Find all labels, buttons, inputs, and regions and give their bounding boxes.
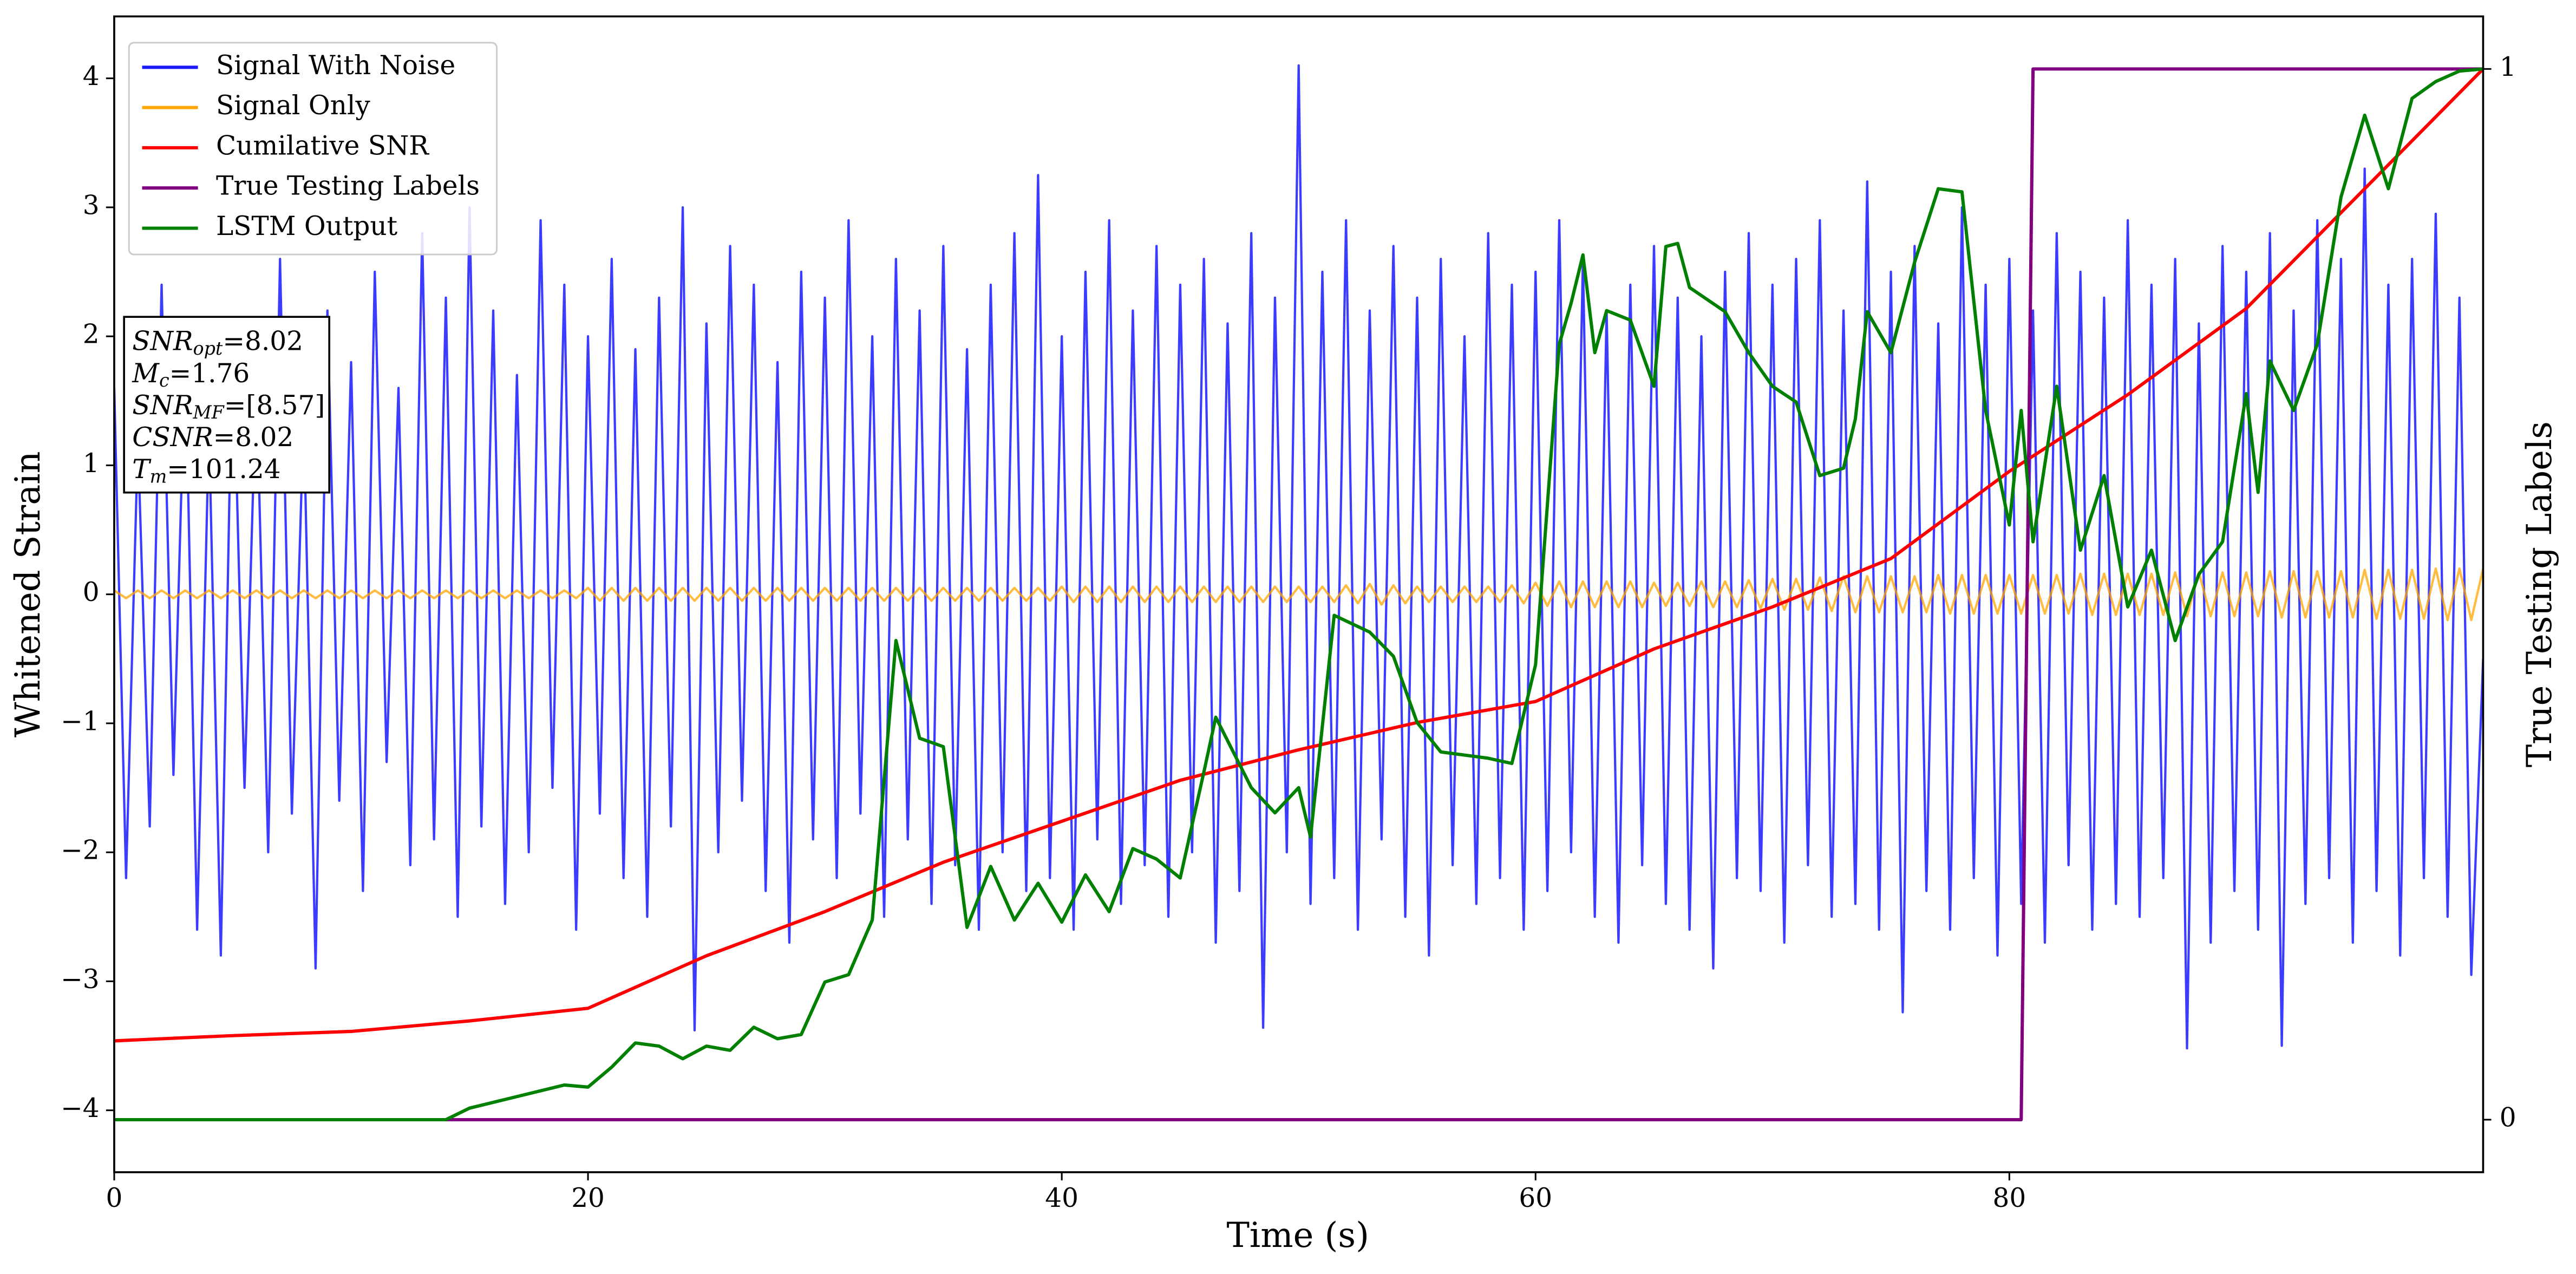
x-tick-label: 0: [106, 1183, 123, 1213]
x-tick-label: 60: [1519, 1183, 1552, 1213]
annotation-sub: opt: [193, 338, 223, 359]
y-tick-label: −4: [61, 1093, 100, 1123]
plot-frame: [113, 15, 2485, 1173]
x-tick-label: 40: [1045, 1183, 1078, 1213]
annotation-name: CSNR: [132, 422, 213, 453]
x-axis-label: Time (s): [1226, 1216, 1369, 1256]
legend-label: Signal With Noise: [216, 50, 455, 81]
series-line: [114, 67, 2483, 1122]
annotation-text: =8.02: [213, 422, 294, 453]
annotation-box: [123, 316, 331, 494]
annotation-name: SNR: [132, 326, 193, 356]
annotation-line: SNRMF=[8.57]: [132, 390, 325, 423]
y-tick-label: 1: [83, 448, 100, 479]
y2-tick-label: 0: [2500, 1102, 2516, 1133]
annotation-text: =[8.57]: [224, 390, 325, 420]
annotation-name: SNR: [132, 390, 193, 420]
annotation-text: =8.02: [223, 326, 303, 356]
series-line: [114, 67, 2483, 1122]
y-tick-label: −3: [61, 964, 100, 995]
y2-tick-label: 1: [2500, 52, 2516, 82]
annotation: SNRopt=8.02Mc=1.76SNRMF=[8.57]CSNR=8.02T…: [123, 316, 331, 494]
series-line: [114, 567, 2483, 622]
y-tick-label: 0: [83, 577, 100, 607]
annotation-name: T: [132, 454, 152, 485]
annotation-line: Mc=1.76: [132, 358, 250, 391]
y-tick-label: 2: [83, 319, 100, 350]
y-tick-label: 3: [83, 190, 100, 220]
series-line: [114, 68, 2483, 1043]
legend-box: [128, 42, 498, 256]
y-tick-label: −2: [61, 835, 100, 866]
series-line: [114, 64, 2483, 1050]
x-tick-label: 20: [571, 1183, 605, 1213]
plot-area: [114, 64, 2483, 1122]
annotation-name: M: [132, 358, 160, 388]
legend-label: LSTM Output: [216, 211, 398, 241]
legend-label: True Testing Labels: [216, 171, 480, 201]
y-tick-label: 4: [83, 61, 100, 92]
y-tick-label: −1: [61, 706, 100, 736]
annotation-sub: m: [150, 466, 167, 487]
legend-label: Signal Only: [216, 90, 370, 121]
annotation-line: SNRopt=8.02: [132, 326, 303, 359]
y2-axis-label: True Testing Labels: [2520, 421, 2560, 767]
annotation-line: CSNR=8.02: [132, 422, 293, 453]
x-tick-label: 80: [1992, 1183, 2026, 1213]
y-axis-label: Whitened Strain: [8, 451, 48, 737]
annotation-sub: c: [159, 370, 169, 391]
annotation-sub: MF: [193, 402, 225, 423]
annotation-text: =101.24: [167, 454, 280, 485]
legend-label: Cumilative SNR: [216, 130, 429, 161]
legend: Signal With Noise Signal Only Cumilative S…: [128, 42, 498, 256]
annotation-line: Tm=101.24: [132, 454, 280, 487]
annotation-text: =1.76: [169, 358, 250, 388]
